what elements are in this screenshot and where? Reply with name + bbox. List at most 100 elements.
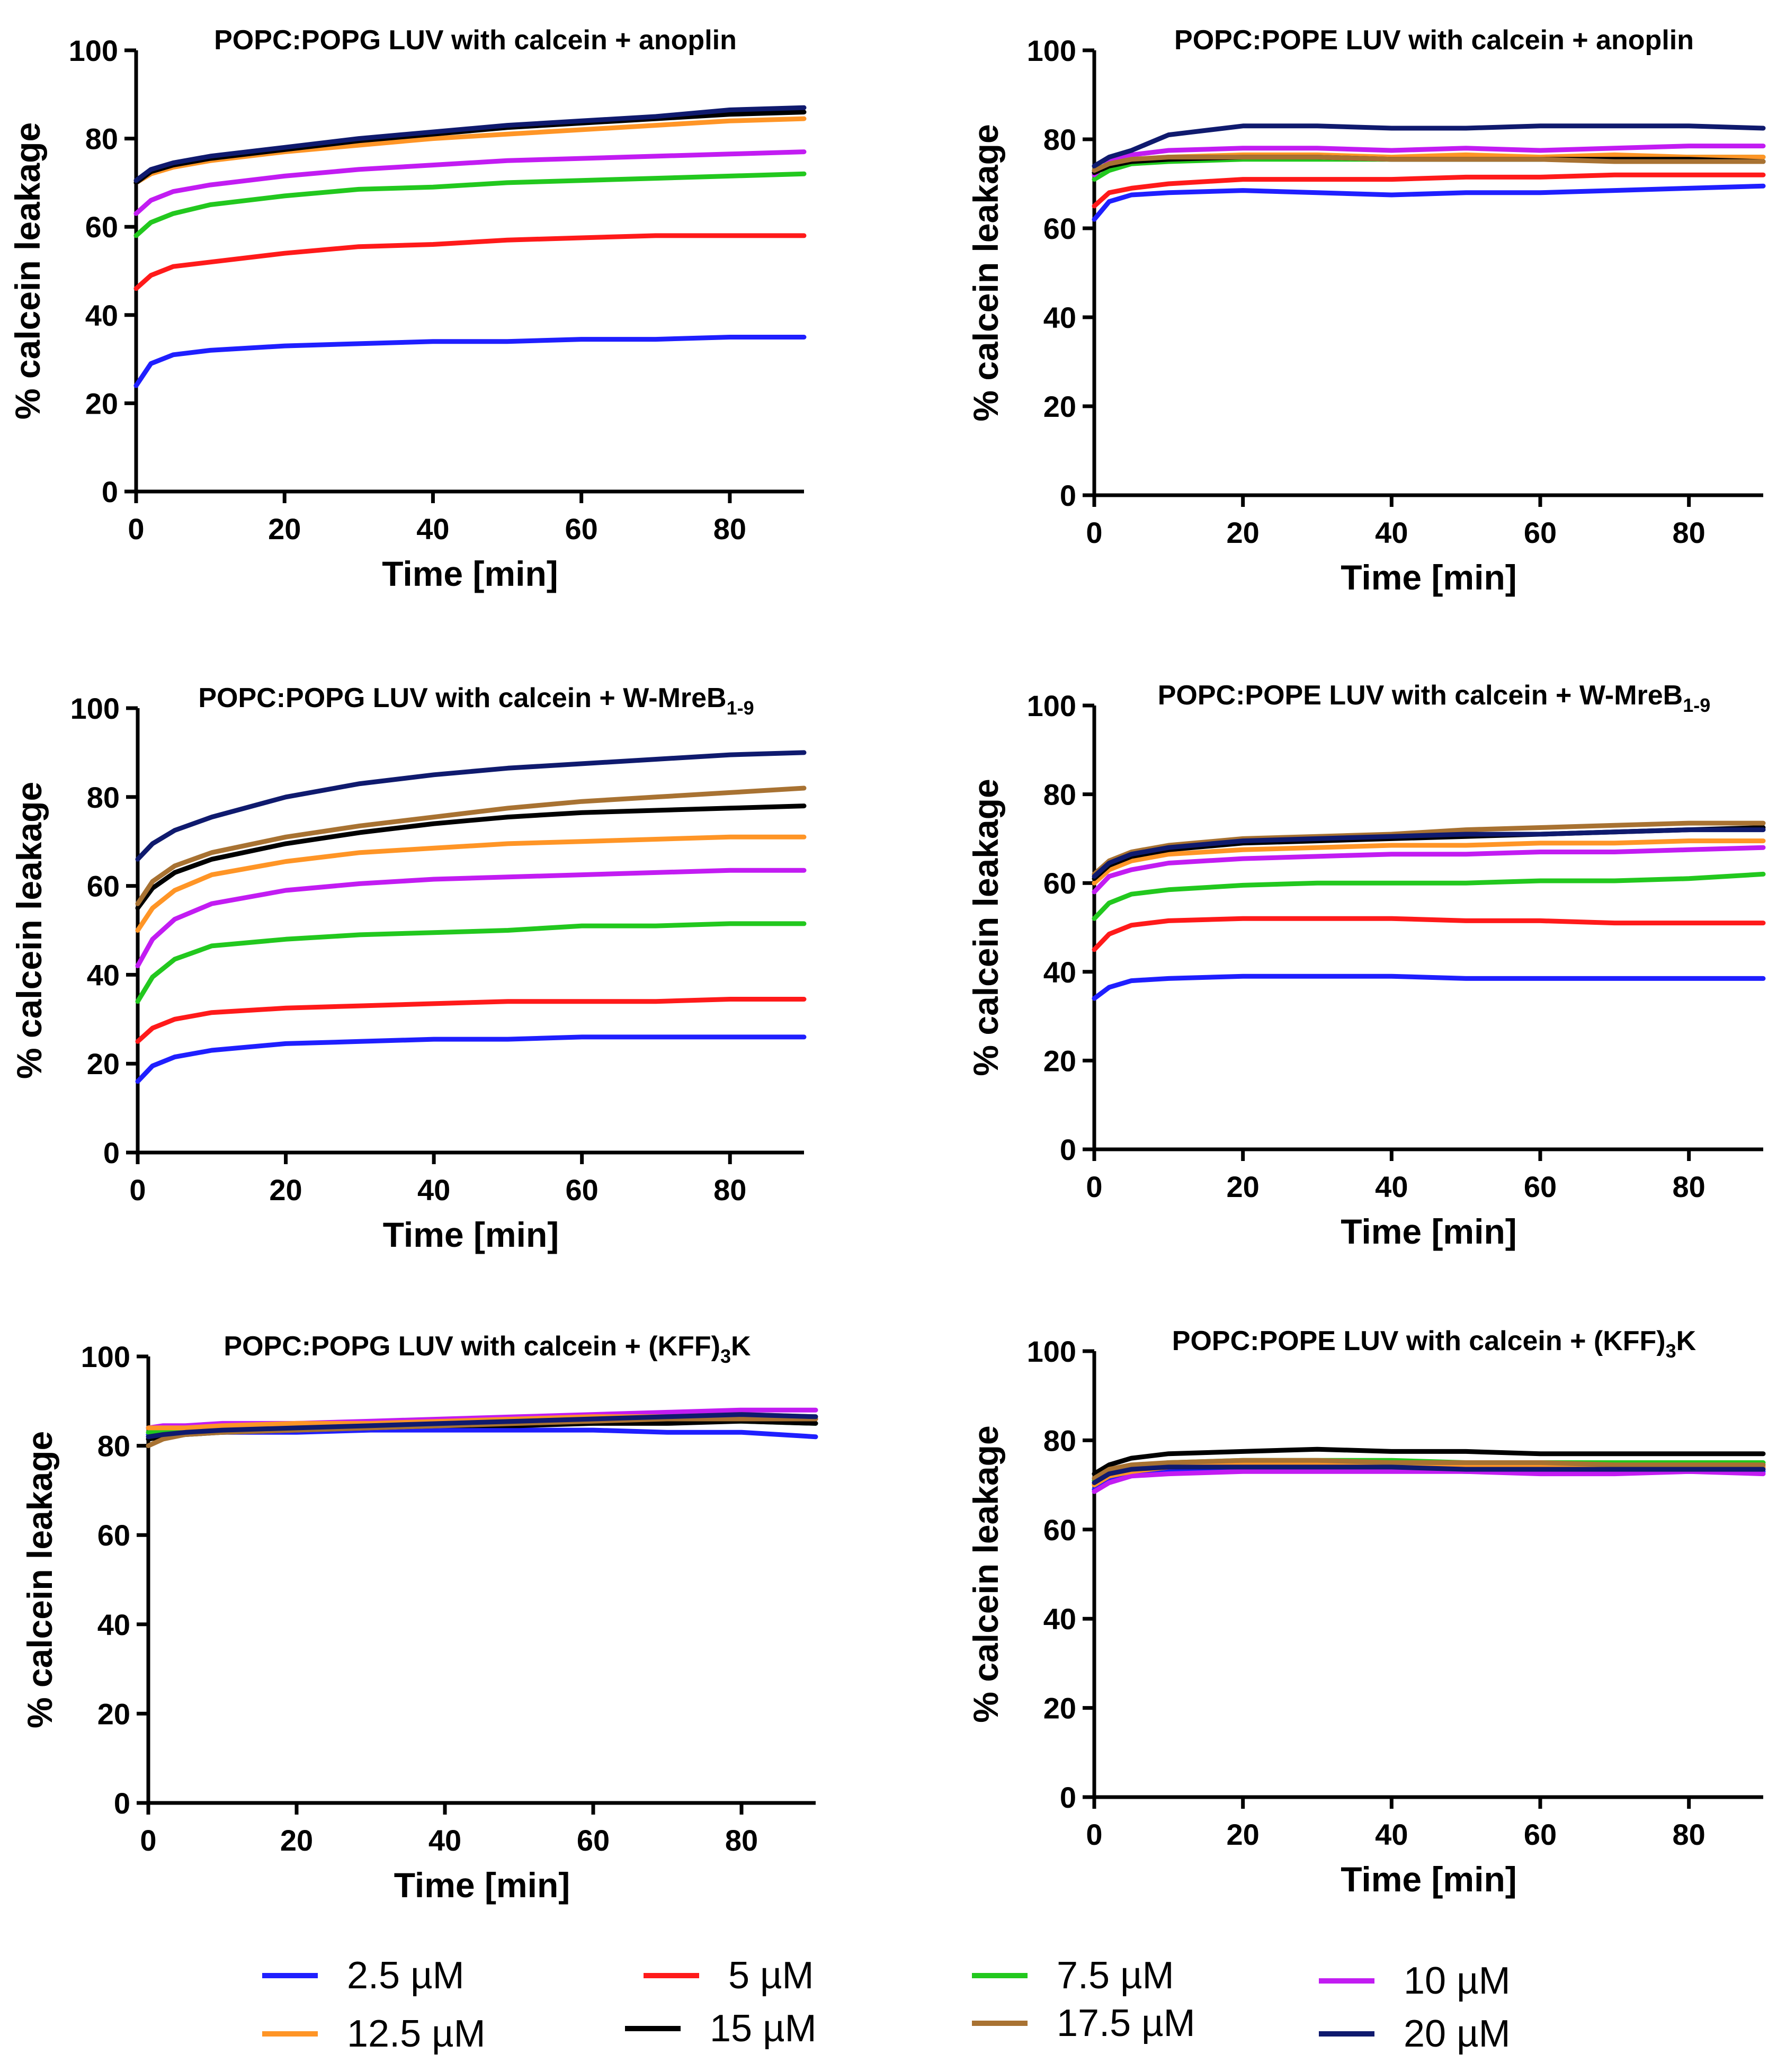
chart-title: POPC:POPE LUV with calcein + (KFF)3K: [1172, 1326, 1696, 1362]
legend-item: 2.5 µM: [262, 1954, 465, 1997]
y-tick-label: 0: [1060, 479, 1076, 512]
chart-title-main: POPC:POPG LUV with calcein + anoplin: [214, 25, 737, 56]
x-tick-label: 20: [269, 1173, 302, 1207]
x-axis-title: Time [min]: [383, 1215, 559, 1254]
y-axis-title: % calcein leakage: [966, 1425, 1005, 1722]
y-tick-label: 60: [85, 210, 118, 244]
series-line-17_5uM: [135, 785, 807, 906]
x-axis-title: Time [min]: [382, 554, 558, 593]
series-line-2_5uM: [133, 335, 807, 388]
series-line-5uM: [1092, 172, 1766, 209]
y-tick-label: 20: [1043, 390, 1076, 423]
series-line-20uM: [1092, 827, 1766, 879]
series-line-7_5uM: [1092, 871, 1766, 921]
x-tick-label: 40: [1375, 516, 1408, 549]
y-tick-label: 0: [114, 1787, 130, 1820]
chart-title-main: POPC:POPE LUV with calcein + W-MreB: [1158, 680, 1683, 711]
series-line-20uM: [1092, 1464, 1766, 1485]
x-tick-label: 20: [1227, 1170, 1260, 1203]
y-tick-label: 20: [87, 1047, 120, 1080]
y-tick-label: 60: [1043, 212, 1076, 245]
y-tick-label: 0: [1060, 1133, 1076, 1166]
series-line-17_5uM: [1092, 155, 1766, 173]
series-line-20uM: [1092, 123, 1766, 168]
y-tick-label: 40: [97, 1608, 130, 1641]
x-tick-label: 80: [713, 512, 746, 546]
y-tick-label: 0: [103, 1136, 120, 1169]
legend-item: 15 µM: [625, 2007, 817, 2050]
y-tick-label: 80: [97, 1430, 130, 1463]
legend-label: 12.5 µM: [347, 2013, 486, 2055]
y-tick-label: 100: [1027, 1335, 1076, 1368]
x-tick-label: 60: [1524, 516, 1557, 549]
y-tick-label: 20: [85, 387, 118, 420]
legend-item: 17.5 µM: [972, 2002, 1195, 2044]
y-tick-label: 80: [87, 781, 120, 814]
chart-title-subscript: 3: [720, 1345, 731, 1367]
chart-title: POPC:POPG LUV with calcein + anoplin: [214, 25, 737, 56]
y-tick-label: 60: [87, 870, 120, 903]
chart-title: POPC:POPG LUV with calcein + (KFF)3K: [224, 1331, 751, 1367]
x-tick-label: 0: [140, 1824, 156, 1857]
x-tick-label: 60: [577, 1824, 610, 1857]
y-tick-label: 40: [1043, 1602, 1076, 1636]
y-axis-title: % calcein leakage: [966, 124, 1005, 421]
y-tick-label: 100: [1027, 689, 1076, 722]
x-tick-label: 0: [1086, 1818, 1102, 1851]
y-tick-label: 20: [1043, 1044, 1076, 1077]
x-tick-label: 40: [416, 512, 449, 546]
series-line-2_5uM: [1092, 974, 1766, 1001]
chart-title-subscript: 1-9: [1683, 694, 1710, 716]
x-tick-label: 20: [268, 512, 301, 546]
x-tick-label: 80: [725, 1824, 758, 1857]
y-tick-label: 100: [1027, 34, 1076, 67]
chart-title-suffix: K: [731, 1331, 751, 1362]
x-axis-title: Time [min]: [1341, 558, 1516, 597]
y-tick-label: 40: [87, 958, 120, 992]
y-tick-label: 40: [1043, 955, 1076, 989]
legend-item: 20 µM: [1319, 2013, 1511, 2055]
y-tick-label: 20: [1043, 1692, 1076, 1725]
x-tick-label: 0: [1086, 516, 1102, 549]
legend-item: 12.5 µM: [262, 2013, 486, 2055]
series-line-5uM: [133, 233, 807, 291]
y-tick-label: 100: [81, 1340, 130, 1373]
legend-label: 7.5 µM: [1057, 1954, 1174, 1997]
legend-item: 5 µM: [644, 1954, 814, 1997]
chart-title-main: POPC:POPG LUV with calcein + W-MreB: [198, 683, 726, 713]
x-axis-title: Time [min]: [1341, 1860, 1516, 1899]
legend: 2.5 µM 5 µM 7.5 µM 10 µM 12.5 µM 15 µM 17.5 µM…: [262, 1954, 1511, 2055]
chart-title-main: POPC:POPE LUV with calcein + (KFF): [1172, 1326, 1666, 1356]
x-tick-label: 20: [1227, 516, 1260, 549]
series-line-10uM: [1092, 845, 1766, 895]
y-tick-label: 0: [102, 475, 118, 508]
legend-label: 10 µM: [1404, 1960, 1511, 2002]
x-tick-label: 60: [1524, 1170, 1557, 1203]
x-axis-title: Time [min]: [1341, 1212, 1516, 1251]
x-tick-label: 40: [417, 1173, 450, 1207]
chart-panel-5: 0 20 40 60 80 100 0 20 40 60 80 Time [min] % calcein…: [20, 1331, 818, 1905]
series-line-10uM: [1092, 1469, 1766, 1494]
y-tick-label: 0: [1060, 1781, 1076, 1814]
y-tick-label: 80: [1043, 778, 1076, 811]
series-line-2_5uM: [1092, 183, 1766, 222]
series-line-17_5uM: [1092, 1458, 1766, 1481]
legend-label: 15 µM: [710, 2007, 817, 2050]
x-tick-label: 80: [1673, 516, 1705, 549]
y-tick-label: 80: [85, 122, 118, 156]
x-tick-label: 80: [1673, 1170, 1705, 1203]
series-line-12_5uM: [135, 834, 807, 933]
chart-title: POPC:POPG LUV with calcein + W-MreB1-9: [198, 683, 754, 719]
y-tick-label: 60: [1043, 867, 1076, 900]
series-line-20uM: [135, 750, 807, 862]
chart-title-main: POPC:POPE LUV with calcein + anoplin: [1174, 25, 1694, 56]
x-tick-label: 0: [129, 1173, 146, 1207]
series-line-15uM: [135, 803, 807, 910]
y-tick-label: 20: [97, 1697, 130, 1730]
y-tick-label: 60: [1043, 1513, 1076, 1547]
y-tick-label: 80: [1043, 123, 1076, 156]
legend-label: 2.5 µM: [347, 1954, 465, 1997]
x-tick-label: 20: [280, 1824, 313, 1857]
series-line-7_5uM: [135, 921, 807, 1004]
